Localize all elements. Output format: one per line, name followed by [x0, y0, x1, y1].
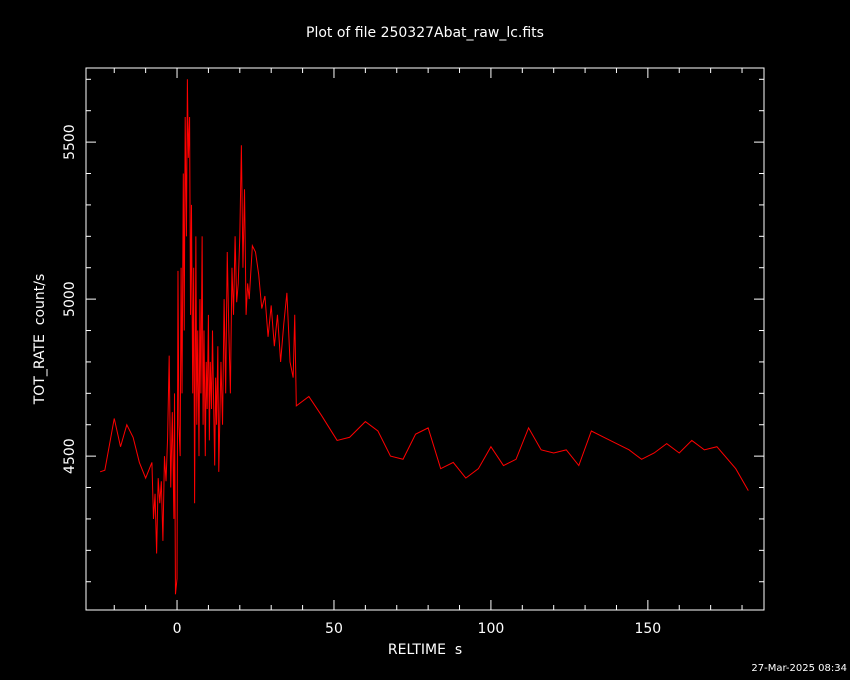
x-tick-label: 50 [325, 621, 343, 637]
y-tick-label: 5500 [62, 124, 78, 160]
y-axis-label: TOT_RATE count/s [32, 274, 48, 406]
footer-timestamp: 27-Mar-2025 08:34 [751, 663, 847, 674]
x-tick-label: 0 [173, 621, 182, 637]
y-tick-label: 5000 [62, 281, 78, 317]
x-tick-label: 100 [478, 621, 505, 637]
y-tick-label: 4500 [62, 438, 78, 474]
light-curve [99, 79, 749, 595]
chart-title: Plot of file 250327Abat_raw_lc.fits [306, 25, 544, 41]
plot-frame [85, 67, 765, 611]
x-tick-label: 150 [634, 621, 661, 637]
x-axis-label: RELTIME s [388, 642, 462, 658]
